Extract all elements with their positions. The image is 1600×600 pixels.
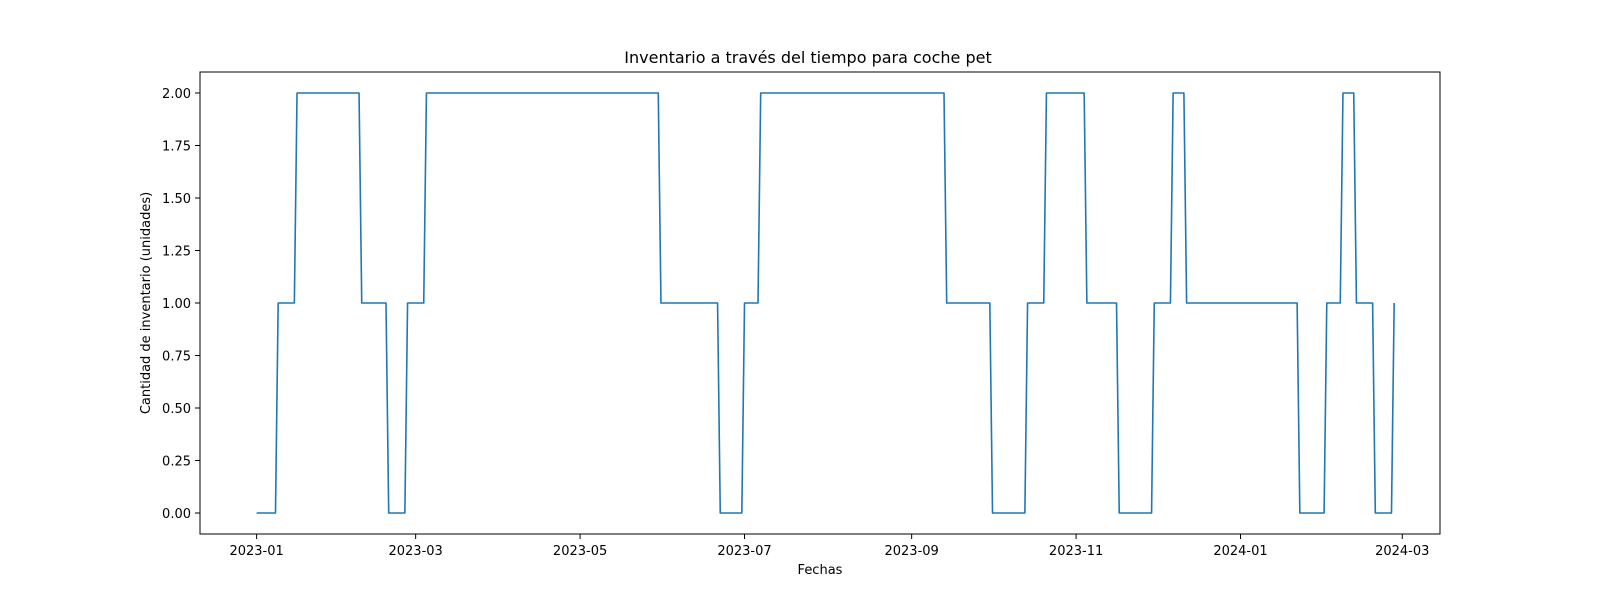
x-axis: 2023-01 2023-03 2023-05 2023-07 2023-09 2023-… (229, 534, 1429, 559)
y-tick-label: 1.75 (162, 140, 191, 155)
chart-title: Inventario a través del tiempo para coch… (624, 48, 991, 67)
plot-area-frame (199, 71, 1441, 535)
x-tick-label: 2023-09 (884, 544, 938, 559)
x-tick-label: 2023-01 (229, 544, 283, 559)
x-axis-label: Fechas (798, 563, 843, 578)
x-tick-label: 2024-03 (1375, 544, 1429, 559)
y-axis-label: Cantidad de inventario (unidades) (139, 192, 154, 414)
x-tick-label: 2023-07 (717, 544, 771, 559)
series-line (256, 92, 1395, 514)
x-tick-label: 2023-11 (1049, 544, 1103, 559)
y-tick-label: 2.00 (162, 87, 191, 102)
x-tick-label: 2023-03 (388, 544, 442, 559)
y-tick-label: 0.75 (162, 350, 191, 365)
y-tick-label: 1.50 (162, 192, 191, 207)
y-tick-label: 1.00 (162, 297, 191, 312)
y-tick-label: 0.25 (162, 455, 191, 470)
y-tick-label: 0.50 (162, 402, 191, 417)
x-tick-label: 2024-01 (1213, 544, 1267, 559)
series-layer (256, 92, 1395, 514)
y-tick-label: 0.00 (162, 507, 191, 522)
y-tick-label: 1.25 (162, 245, 191, 260)
x-tick-label: 2023-05 (553, 544, 607, 559)
y-axis: 0.00 0.25 0.50 0.75 1.00 1.25 1.50 1.75 2.00 (162, 87, 200, 522)
